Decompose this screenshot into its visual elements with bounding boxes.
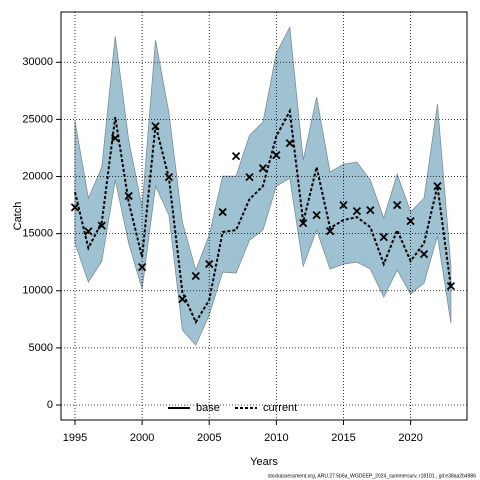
observation-marker [151, 122, 160, 131]
observation-marker [285, 139, 294, 148]
observation-marker [325, 227, 335, 236]
observation-marker [97, 221, 106, 230]
y-tick-label: 0 [47, 399, 53, 411]
observation-marker [137, 262, 147, 272]
observation-marker [312, 211, 321, 220]
observation-marker [352, 207, 362, 216]
observation-marker [406, 216, 415, 226]
observation-marker [178, 294, 187, 304]
observation-marker [164, 172, 174, 182]
observation-marker [191, 271, 200, 281]
observation-marker [339, 200, 348, 210]
y-tick-label: 15000 [22, 228, 53, 240]
observation-marker [433, 181, 442, 191]
x-axis-label: Years [250, 456, 278, 468]
observation-marker [272, 151, 281, 160]
y-tick-label: 30000 [22, 56, 53, 68]
y-tick-label: 20000 [22, 170, 53, 182]
y-tick-label: 10000 [22, 285, 53, 297]
observation-marker [124, 191, 133, 201]
x-tick-label: 2015 [331, 432, 355, 444]
x-tick-label: 2010 [264, 432, 288, 444]
y-tick-label: 25000 [22, 113, 53, 125]
x-tick-label: 2000 [130, 432, 154, 444]
observation-marker [111, 133, 120, 143]
x-tick-label: 2020 [398, 432, 422, 444]
observation-marker [84, 227, 93, 236]
x-tick-label: 1995 [63, 432, 87, 444]
observation-marker [231, 151, 241, 161]
observation-marker [205, 259, 214, 269]
series-line [73, 107, 452, 325]
observation-marker [393, 200, 402, 210]
observation-marker [299, 219, 308, 228]
plot-frame [60, 11, 468, 421]
legend-label: base [196, 402, 220, 414]
observation-marker [245, 172, 254, 182]
observation-marker [258, 164, 268, 173]
observation-marker [446, 281, 456, 291]
observation-marker [366, 205, 375, 215]
observation-marker [218, 207, 227, 217]
observation-marker [379, 232, 388, 242]
observation-marker [70, 203, 80, 212]
observation-marker [419, 249, 429, 259]
y-tick-label: 5000 [29, 342, 53, 354]
footer: stockassessment.org, ARU.27.5b6a_WGDEEP_… [268, 473, 476, 479]
y-axis-label: Catch [12, 202, 24, 231]
legend-label: current [263, 402, 297, 414]
x-tick-label: 2005 [197, 432, 221, 444]
